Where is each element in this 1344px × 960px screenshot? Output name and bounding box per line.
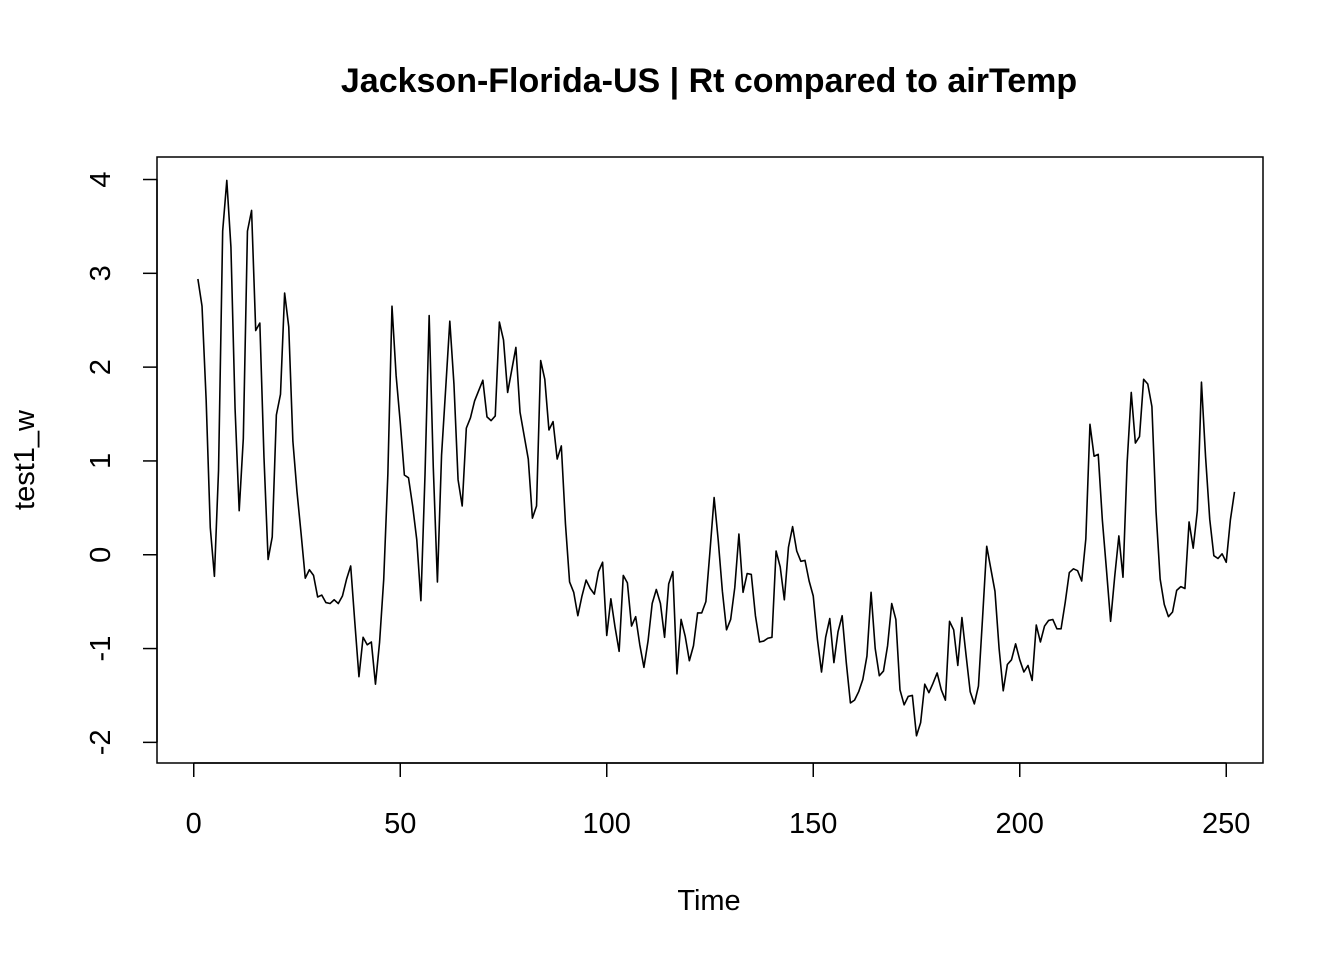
y-tick-label: 3 xyxy=(85,265,117,281)
y-axis-label: test1_w xyxy=(9,409,41,510)
x-tick-label: 50 xyxy=(384,808,416,840)
y-tick-label: 2 xyxy=(85,359,117,375)
x-tick-label: 100 xyxy=(583,808,631,840)
x-tick-label: 150 xyxy=(789,808,837,840)
y-tick-label: 4 xyxy=(85,171,117,187)
y-tick-label: 0 xyxy=(85,547,117,563)
x-tick-label: 0 xyxy=(186,808,202,840)
x-axis: 0 50 100 150 200 250 xyxy=(186,762,1250,840)
x-tick-label: 250 xyxy=(1202,808,1250,840)
y-tick-label: 1 xyxy=(85,453,117,469)
y-axis: -2 -1 0 1 2 3 4 xyxy=(85,171,158,755)
x-axis-label: Time xyxy=(677,885,740,917)
plot-frame xyxy=(156,156,1264,764)
series-line-test1-w xyxy=(197,179,1236,737)
y-tick-label: -1 xyxy=(85,636,117,662)
x-tick-label: 200 xyxy=(996,808,1044,840)
chart-title: Jackson-Florida-US | Rt compared to airT… xyxy=(341,62,1077,100)
y-tick-label: -2 xyxy=(85,729,117,755)
